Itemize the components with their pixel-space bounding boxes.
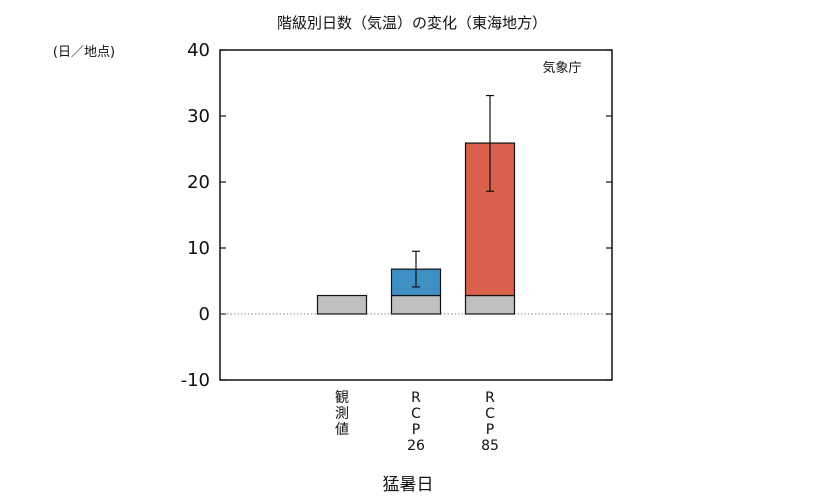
y-tick-label: 0: [199, 304, 210, 325]
y-axis: -10 0 10 20 30 40: [181, 40, 612, 391]
x-category-label: R C P 26: [407, 390, 425, 454]
y-tick-label: 40: [187, 40, 210, 61]
plot-frame: [219, 49, 613, 381]
bar-segment: [316, 294, 368, 315]
error-bars: [412, 94, 494, 288]
bar-segment: [464, 294, 516, 315]
x-axis-title: 猛暑日: [383, 475, 434, 495]
x-axis: 観測値 R C P 26 R C P 85: [335, 389, 499, 454]
y-tick-label: 30: [187, 106, 210, 127]
x-category-label: R C P 85: [481, 390, 499, 454]
bars: [316, 142, 516, 315]
y-tick-label: 20: [187, 172, 210, 193]
y-unit-label: (日／地点): [53, 45, 115, 60]
plot-area: -10 0 10 20 30 40: [181, 40, 613, 391]
source-credit: 気象庁: [542, 60, 581, 76]
chart-title: 階級別日数（気温）の変化（東海地方）: [277, 14, 547, 32]
y-tick-label: -10: [181, 370, 210, 391]
x-category-label: 観測値: [335, 389, 349, 438]
y-tick-label: 10: [187, 238, 210, 259]
bar-segment: [390, 294, 442, 315]
